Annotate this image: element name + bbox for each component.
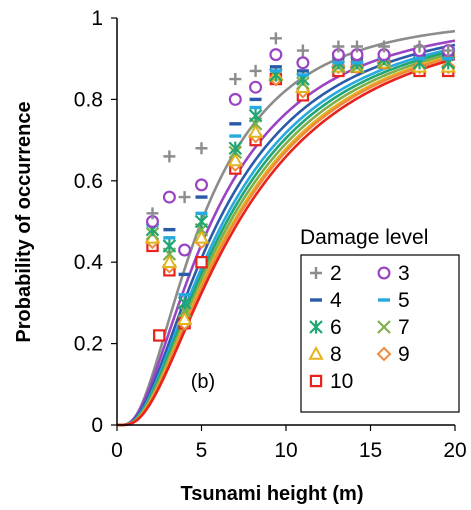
legend-label-5: 5 bbox=[398, 289, 410, 312]
point-level-8 bbox=[193, 229, 210, 244]
y-tick-label: 0.4 bbox=[74, 251, 104, 274]
legend-box bbox=[300, 254, 460, 413]
y-tick-label: 0 bbox=[91, 414, 103, 437]
legend-label-10: 10 bbox=[330, 370, 353, 393]
point-level-2 bbox=[229, 73, 242, 86]
point-level-10 bbox=[195, 256, 208, 269]
legend-label-7: 7 bbox=[398, 316, 410, 339]
panel-label: (b) bbox=[191, 371, 215, 393]
point-level-2 bbox=[163, 150, 176, 163]
legend-label-3: 3 bbox=[398, 262, 410, 285]
point-level-8 bbox=[247, 123, 264, 138]
x-tick-label: 0 bbox=[111, 439, 123, 462]
legend-marker-8 bbox=[308, 345, 324, 360]
y-tick-label: 0.2 bbox=[74, 333, 103, 356]
point-level-6 bbox=[228, 141, 243, 156]
point-level-3 bbox=[162, 190, 176, 204]
axis-ticks: 0 5 10 15 20 0 0.2 0.4 0.6 0.8 1 bbox=[74, 7, 467, 462]
point-level-2 bbox=[413, 40, 426, 53]
legend-label-8: 8 bbox=[330, 343, 342, 366]
fitted-curves bbox=[117, 29, 456, 427]
point-level-2 bbox=[350, 40, 363, 53]
point-level-6 bbox=[248, 108, 263, 123]
point-level-6 bbox=[162, 239, 177, 253]
legend-label-9: 9 bbox=[398, 343, 410, 366]
legend-label-6: 6 bbox=[330, 316, 342, 339]
point-level-2 bbox=[178, 191, 191, 204]
legend-label-2: 2 bbox=[330, 262, 342, 285]
y-tick-label: 0.8 bbox=[74, 88, 103, 111]
point-level-2 bbox=[378, 40, 391, 53]
x-tick-label: 10 bbox=[274, 439, 297, 462]
point-level-6 bbox=[194, 214, 209, 229]
legend-marker-6 bbox=[309, 320, 323, 334]
curve-level-6 bbox=[117, 49, 456, 427]
y-tick-label: 1 bbox=[91, 7, 103, 30]
point-level-8 bbox=[176, 311, 193, 325]
x-tick-label: 15 bbox=[359, 439, 382, 462]
curve-level-10 bbox=[117, 57, 456, 427]
point-level-3 bbox=[178, 243, 192, 257]
legend: 2 3 4 5 6 7 8 9 10 bbox=[308, 262, 410, 393]
point-level-2 bbox=[269, 32, 282, 45]
legend-marker-2 bbox=[310, 267, 322, 279]
y-tick-label: 0.6 bbox=[74, 170, 103, 193]
point-level-3 bbox=[296, 56, 310, 70]
x-tick-label: 5 bbox=[196, 439, 208, 462]
data-points bbox=[144, 32, 456, 342]
x-tick-label: 20 bbox=[443, 439, 466, 462]
curve-level-4 bbox=[117, 43, 456, 427]
point-level-3 bbox=[249, 80, 263, 94]
point-level-2 bbox=[332, 40, 345, 53]
point-level-10 bbox=[153, 329, 166, 342]
curve-level-9 bbox=[117, 55, 456, 427]
point-level-8 bbox=[161, 254, 178, 268]
point-level-3 bbox=[228, 92, 242, 106]
point-level-3 bbox=[195, 178, 209, 192]
legend-title: Damage level bbox=[300, 226, 428, 249]
point-level-2 bbox=[195, 142, 208, 155]
legend-label-4: 4 bbox=[330, 289, 342, 312]
legend-marker-9 bbox=[376, 346, 392, 362]
curve-level-5 bbox=[117, 46, 456, 427]
point-level-2 bbox=[442, 44, 455, 57]
point-level-2 bbox=[296, 44, 309, 57]
point-level-8 bbox=[227, 152, 243, 167]
legend-marker-3 bbox=[377, 266, 391, 280]
curve-level-3 bbox=[117, 39, 456, 427]
x-axis-title: Tsunami height (m) bbox=[181, 483, 364, 505]
legend-marker-7 bbox=[377, 320, 391, 334]
point-level-6 bbox=[177, 296, 192, 310]
curve-level-7 bbox=[117, 51, 456, 427]
point-level-2 bbox=[249, 64, 262, 77]
point-level-3 bbox=[269, 48, 283, 62]
curve-level-2 bbox=[117, 29, 456, 427]
y-axis-title: Probability of occurrence bbox=[13, 101, 35, 342]
legend-marker-10 bbox=[309, 374, 323, 388]
point-level-2 bbox=[146, 207, 159, 220]
